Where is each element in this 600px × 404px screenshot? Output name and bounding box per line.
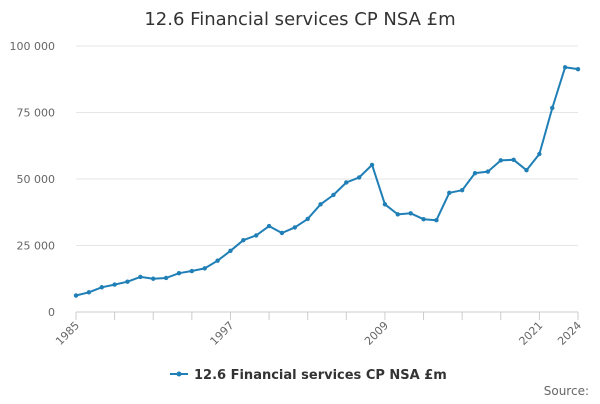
- data-point[interactable]: [498, 158, 503, 163]
- data-point[interactable]: [99, 285, 104, 290]
- chart-title: 12.6 Financial services CP NSA £m: [144, 9, 455, 30]
- legend-label: 12.6 Financial services CP NSA £m: [194, 368, 447, 383]
- data-point[interactable]: [241, 237, 246, 243]
- data-point[interactable]: [524, 168, 529, 173]
- series-line: [75, 66, 579, 297]
- data-point[interactable]: [356, 175, 362, 180]
- legend-marker: [176, 371, 182, 377]
- series-layer: [73, 65, 581, 298]
- y-tick-label: 25 000: [17, 240, 56, 253]
- data-point[interactable]: [112, 282, 117, 287]
- data-point[interactable]: [395, 212, 400, 217]
- gridlines: [76, 45, 578, 246]
- y-tick-label: 75 000: [17, 107, 56, 120]
- source-label: Source:: [544, 384, 589, 398]
- x-tick-label: 2009: [362, 319, 391, 348]
- data-point[interactable]: [86, 290, 92, 295]
- x-tick-label: 2024: [555, 319, 584, 348]
- data-point[interactable]: [151, 276, 156, 281]
- data-point[interactable]: [215, 258, 220, 263]
- data-point[interactable]: [202, 266, 207, 271]
- data-point[interactable]: [434, 218, 439, 223]
- data-point[interactable]: [575, 66, 581, 72]
- data-point[interactable]: [176, 270, 182, 276]
- data-point[interactable]: [447, 190, 452, 196]
- data-point[interactable]: [73, 293, 79, 298]
- x-axis: 1985 1997 2009 2021 2024: [53, 311, 584, 348]
- data-point[interactable]: [562, 65, 568, 70]
- data-point[interactable]: [279, 230, 285, 236]
- x-tick-label: 1997: [208, 319, 237, 348]
- data-point[interactable]: [318, 202, 323, 207]
- data-point[interactable]: [344, 180, 349, 185]
- data-point[interactable]: [408, 211, 413, 216]
- data-point[interactable]: [369, 162, 375, 168]
- y-tick-label: 50 000: [17, 173, 56, 186]
- data-point[interactable]: [550, 105, 555, 111]
- data-point[interactable]: [421, 216, 426, 222]
- data-point[interactable]: [163, 275, 169, 281]
- data-point[interactable]: [254, 233, 259, 238]
- x-tick-label: 1985: [53, 319, 82, 348]
- data-point[interactable]: [331, 192, 336, 198]
- data-point[interactable]: [511, 157, 516, 163]
- data-point[interactable]: [382, 202, 388, 207]
- data-point[interactable]: [472, 170, 478, 176]
- legend[interactable]: 12.6 Financial services CP NSA £m: [170, 368, 447, 383]
- data-point[interactable]: [138, 274, 143, 280]
- data-point[interactable]: [228, 248, 233, 254]
- data-point[interactable]: [459, 187, 465, 193]
- data-point[interactable]: [537, 151, 542, 157]
- data-point[interactable]: [292, 225, 298, 230]
- data-point[interactable]: [189, 268, 195, 274]
- y-tick-label: 100 000: [10, 40, 56, 53]
- x-tick-label: 2021: [517, 319, 546, 348]
- y-tick-label: 0: [48, 306, 55, 319]
- data-point[interactable]: [305, 216, 310, 222]
- data-point[interactable]: [485, 169, 491, 174]
- y-axis: 0 25 000 50 000 75 000 100 000: [10, 40, 56, 319]
- data-point[interactable]: [266, 223, 272, 229]
- data-point[interactable]: [125, 279, 130, 284]
